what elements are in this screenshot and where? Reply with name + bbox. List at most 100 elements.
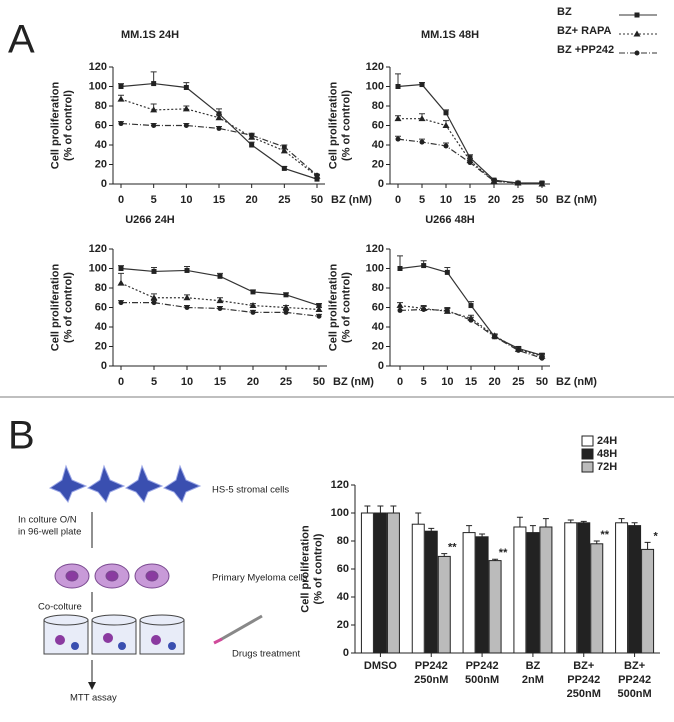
significance-label: **: [448, 542, 457, 554]
y-tick-label: 20: [95, 158, 107, 170]
marker: [539, 355, 545, 361]
x-tick-label: 5: [421, 376, 427, 388]
marker: [249, 302, 257, 309]
marker: [216, 125, 222, 131]
marker: [151, 123, 157, 128]
marker: [216, 111, 222, 117]
marker: [444, 269, 450, 275]
x-tick-label: 5: [151, 194, 157, 206]
stromal-cells: [48, 464, 202, 503]
x-tick-label: PP242: [618, 674, 651, 686]
marker: [443, 110, 449, 116]
y-axis-label-line: Cell proliferation: [327, 82, 339, 170]
marker: [395, 84, 401, 89]
marker: [184, 305, 190, 310]
marker: [118, 84, 124, 89]
error-bar: [644, 541, 651, 550]
x-tick-label: 5: [151, 376, 157, 388]
marker: [396, 302, 404, 309]
marker: [281, 144, 287, 150]
x-tick-label: PP242: [415, 660, 448, 672]
x-tick-label: 20: [247, 376, 259, 388]
marker: [444, 307, 450, 313]
bar: [590, 543, 604, 654]
marker: [467, 160, 473, 166]
x-tick-label: 15: [214, 376, 226, 388]
marker: [151, 300, 157, 306]
significance-label: **: [600, 529, 609, 541]
x-tick-label: 15: [465, 376, 477, 388]
y-axis-label-line: (% of control): [340, 90, 352, 161]
x-tick-label: 10: [441, 376, 453, 388]
bar: [475, 536, 489, 654]
y-tick-label: 60: [372, 119, 384, 131]
marker: [633, 30, 641, 37]
marker: [183, 123, 189, 128]
error-bar: [466, 525, 473, 533]
x-tick-label: 50: [536, 376, 548, 388]
marker: [515, 347, 521, 353]
marker: [118, 121, 124, 127]
marker: [282, 304, 290, 310]
marker: [280, 147, 288, 154]
y-tick-label: 60: [337, 563, 349, 575]
marker: [250, 309, 256, 315]
legend-label: BZ +PP242: [557, 44, 614, 56]
y-tick-label: 60: [95, 119, 107, 131]
workflow-diagram: HS-5 stromal cells In colture O/N in 96-…: [18, 464, 308, 704]
marker: [150, 294, 158, 301]
error-bar: [631, 522, 638, 526]
marker: [315, 305, 323, 312]
y-tick-label: 40: [372, 321, 384, 333]
x-tick-label: 20: [489, 376, 501, 388]
x-tick-label: 250nM: [414, 674, 448, 686]
bar: [577, 522, 591, 654]
marker: [316, 313, 322, 319]
y-tick-label: 0: [101, 360, 107, 372]
bar: [564, 522, 578, 654]
marker: [419, 139, 425, 145]
marker: [283, 309, 289, 315]
diagram-label: Co-colture: [38, 602, 82, 613]
marker: [184, 267, 190, 273]
y-tick-label: 60: [372, 301, 384, 313]
error-bar: [542, 518, 549, 527]
x-tick-label: 0: [397, 376, 403, 388]
bar: [615, 522, 629, 654]
y-tick-label: 120: [331, 479, 349, 491]
y-axis-label-line: Cell proliferation: [49, 264, 61, 352]
marker: [150, 106, 158, 113]
y-axis-label-line: Cell proliferation: [49, 82, 61, 170]
x-tick-label: 50: [536, 194, 548, 206]
chart-title: U266 24H: [125, 214, 175, 226]
y-axis-label: Cell proliferation (% of control): [299, 525, 324, 613]
bar: [628, 525, 642, 654]
y-axis-label-line: Cell proliferation: [327, 264, 339, 352]
y-tick-label: 0: [101, 178, 107, 190]
marker: [217, 305, 223, 311]
legend-label: BZ+ RAPA: [557, 25, 612, 37]
y-axis-label-line: (% of control): [62, 272, 74, 343]
marker: [182, 105, 190, 112]
marker: [217, 273, 223, 279]
marker: [117, 279, 125, 286]
marker: [539, 181, 545, 187]
marker: [117, 95, 125, 102]
marker: [443, 143, 449, 149]
marker: [249, 132, 255, 138]
error-bar: [593, 540, 600, 544]
x-tick-label: 0: [118, 376, 124, 388]
chart-title: U266 48H: [425, 214, 475, 226]
significance-label: **: [499, 547, 508, 559]
y-tick-label: 20: [95, 340, 107, 352]
y-tick-label: 20: [337, 619, 349, 631]
y-tick-label: 20: [372, 340, 384, 352]
bar: [424, 530, 438, 654]
bar: [386, 512, 400, 654]
diagram-label: in 96-well plate: [18, 527, 81, 538]
marker: [216, 297, 224, 304]
bar: [526, 532, 540, 654]
marker: [183, 294, 191, 301]
y-tick-label: 120: [366, 61, 384, 73]
